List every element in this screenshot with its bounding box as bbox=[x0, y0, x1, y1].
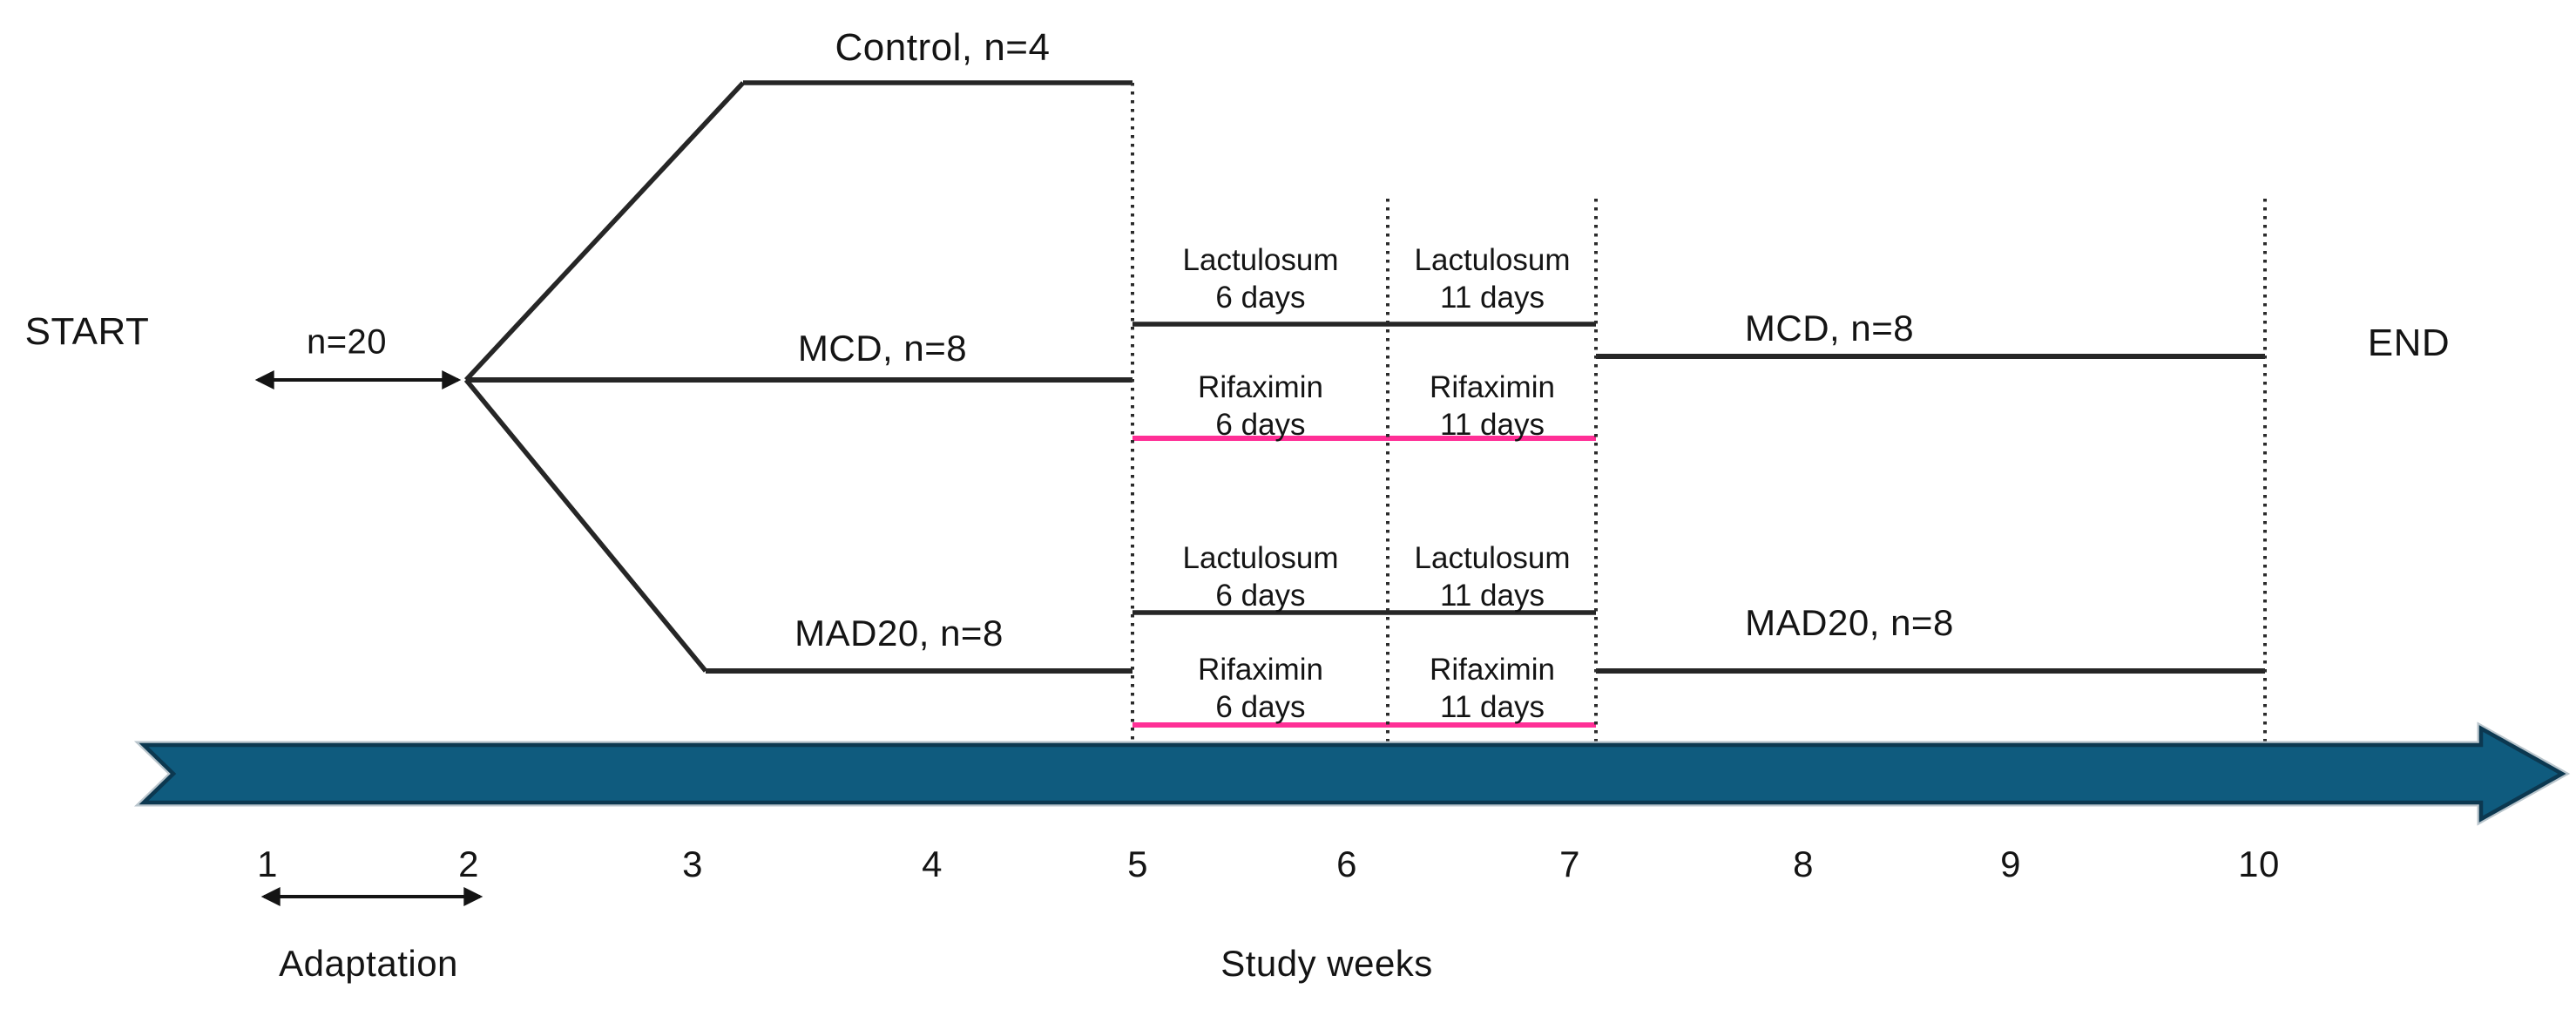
treatment-drug: Lactulosum bbox=[1182, 243, 1339, 277]
treatment-drug: Rifaximin bbox=[1430, 653, 1555, 687]
week-tick: 10 bbox=[2238, 843, 2280, 884]
timeline-arrow bbox=[133, 721, 2571, 826]
mcd-rifaximin-phase2-cell: Rifaximin 11 days bbox=[1430, 369, 1555, 444]
treatment-duration: 6 days bbox=[1215, 690, 1306, 724]
week-tick: 3 bbox=[682, 843, 703, 884]
treatment-duration: 11 days bbox=[1439, 690, 1545, 724]
mad20-group-post-label: MAD20, n=8 bbox=[1745, 602, 1954, 643]
mad20-rifaximin-phase2-cell: Rifaximin 11 days bbox=[1430, 651, 1555, 726]
start-label: START bbox=[24, 310, 150, 353]
mcd-lactulose-phase1-cell: Lactulosum 6 days bbox=[1183, 241, 1339, 316]
control-group-label: Control, n=4 bbox=[835, 26, 1051, 69]
end-label: END bbox=[2367, 322, 2451, 364]
treatment-drug: Rifaximin bbox=[1198, 370, 1323, 404]
mcd-lactulose-phase2-cell: Lactulosum 11 days bbox=[1415, 241, 1571, 316]
dotted-week-boundaries bbox=[1131, 83, 2267, 742]
treatment-duration: 6 days bbox=[1215, 408, 1306, 442]
mad20-lactulose-phase1-cell: Lactulosum 6 days bbox=[1183, 539, 1339, 614]
mcd-group-post-label: MCD, n=8 bbox=[1744, 308, 1915, 349]
treatment-duration: 11 days bbox=[1439, 408, 1545, 442]
treatment-duration: 6 days bbox=[1215, 579, 1306, 613]
week-tick: 6 bbox=[1336, 843, 1357, 884]
treatment-duration: 11 days bbox=[1439, 579, 1545, 613]
week-tick: 1 bbox=[257, 843, 278, 884]
week-tick: 4 bbox=[922, 843, 943, 884]
treatment-drug: Rifaximin bbox=[1198, 653, 1323, 687]
week-tick: 8 bbox=[1793, 843, 1814, 884]
mad20-group-label: MAD20, n=8 bbox=[794, 613, 1004, 654]
treatment-drug: Lactulosum bbox=[1414, 541, 1571, 575]
branch-lines bbox=[463, 81, 746, 673]
week-tick: 9 bbox=[2000, 843, 2021, 884]
mcd-group-label: MCD, n=8 bbox=[797, 328, 968, 369]
mad20-lactulose-phase2-cell: Lactulosum 11 days bbox=[1415, 539, 1571, 614]
week-tick: 7 bbox=[1559, 843, 1580, 884]
treatment-drug: Lactulosum bbox=[1182, 541, 1339, 575]
week-tick: 5 bbox=[1127, 843, 1148, 884]
treatment-drug: Rifaximin bbox=[1430, 370, 1555, 404]
treatment-duration: 6 days bbox=[1215, 281, 1306, 315]
treatment-drug: Lactulosum bbox=[1414, 243, 1571, 277]
week-tick: 2 bbox=[458, 843, 479, 884]
adaptation-label: Adaptation bbox=[279, 943, 458, 984]
treatment-duration: 11 days bbox=[1439, 281, 1545, 315]
axis-label: Study weeks bbox=[1220, 943, 1433, 984]
mcd-rifaximin-phase1-cell: Rifaximin 6 days bbox=[1198, 369, 1323, 444]
mad20-rifaximin-phase1-cell: Rifaximin 6 days bbox=[1198, 651, 1323, 726]
total-sample-label: n=20 bbox=[306, 322, 388, 362]
